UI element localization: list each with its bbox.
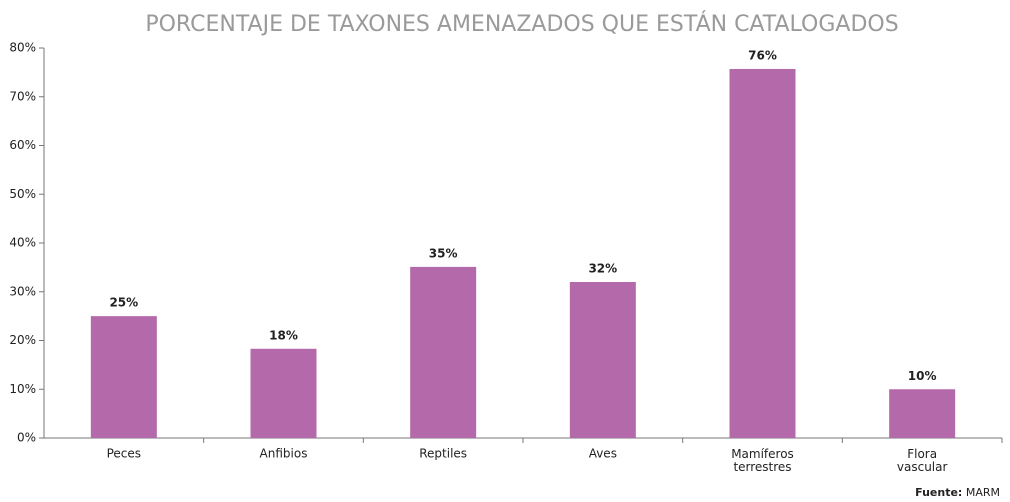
bar (90, 316, 157, 438)
y-tick-label: 60% (9, 138, 36, 152)
x-tick-label: Peces (107, 447, 141, 461)
x-tick-label: Mamíferos terrestres (731, 447, 794, 474)
x-tick-label: Anfibios (260, 447, 308, 461)
bar (410, 266, 477, 438)
y-tick-label: 70% (9, 89, 36, 103)
x-tick-label: Aves (589, 447, 617, 461)
bar (889, 389, 956, 438)
data-label: 76% (748, 48, 777, 62)
source-label: Fuente: (915, 486, 962, 499)
data-label: 35% (429, 246, 458, 260)
data-label: 25% (109, 296, 138, 310)
y-tick-label: 30% (9, 284, 36, 298)
x-tick-label: Flora vascular (897, 447, 948, 474)
y-tick-label: 40% (9, 236, 36, 250)
bar (250, 348, 317, 438)
y-tick-label: 20% (9, 333, 36, 347)
data-label: 32% (588, 262, 617, 276)
source: Fuente: MARM (915, 486, 1000, 499)
y-tick-label: 50% (9, 187, 36, 201)
bar (569, 282, 636, 438)
data-label: 10% (908, 369, 937, 383)
bar (729, 68, 796, 439)
data-label: 18% (269, 328, 298, 342)
y-tick-label: 80% (9, 41, 36, 55)
x-tick-label: Reptiles (419, 447, 467, 461)
chart-title: PORCENTAJE DE TAXONES AMENAZADOS QUE EST… (145, 11, 898, 37)
y-tick-label: 10% (9, 382, 36, 396)
y-tick-label: 0% (17, 431, 36, 445)
source-text: MARM (966, 486, 1000, 499)
